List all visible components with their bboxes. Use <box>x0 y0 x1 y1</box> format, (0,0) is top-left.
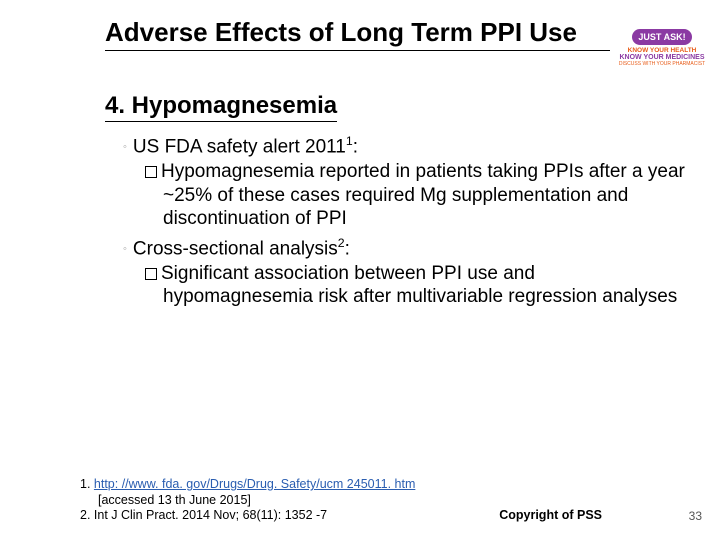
subtitle-wrap: 4. Hypomagnesemia <box>0 78 720 122</box>
diamond-icon: ◦ <box>123 243 127 255</box>
logo-line2: KNOW YOUR MEDICINES <box>619 54 704 61</box>
bullet-2: ◦ Cross-sectional analysis2: <box>123 236 690 260</box>
footer: 1. http: //www. fda. gov/Drugs/Drug. Saf… <box>80 477 702 524</box>
ref-2: 2. Int J Clin Pract. 2014 Nov; 68(11): 1… <box>80 508 702 524</box>
ref-1-link[interactable]: http: //www. fda. gov/Drugs/Drug. Safety… <box>94 477 415 491</box>
bullet-2-sub-text: Significant association between PPI use … <box>161 263 677 307</box>
bullet-1: ◦ US FDA safety alert 20111: <box>123 134 690 158</box>
page-number: 33 <box>689 509 702 524</box>
bullet-2-sub: Significant association between PPI use … <box>145 262 690 308</box>
brand-logo: JUST ASK! KNOW YOUR HEALTH KNOW YOUR MED… <box>618 18 706 78</box>
bullet-1-sub: Hypomagnesemia reported in patients taki… <box>145 160 690 230</box>
logo-line1: KNOW YOUR HEALTH <box>628 47 697 54</box>
logo-line3: DISCUSS WITH YOUR PHARMACIST <box>619 61 705 67</box>
bullet-2-post: : <box>345 238 350 259</box>
bullet-1-pre: US FDA safety alert 2011 <box>133 136 346 157</box>
bullet-2-pre: Cross-sectional analysis <box>133 238 338 259</box>
box-icon <box>145 268 157 280</box>
content-area: ◦ US FDA safety alert 20111: Hypomagnesem… <box>0 122 720 309</box>
ref-1: 1. http: //www. fda. gov/Drugs/Drug. Saf… <box>80 477 702 493</box>
logo-bubble: JUST ASK! <box>632 29 691 45</box>
bullet-1-post: : <box>353 136 358 157</box>
ref-1-num: 1. <box>80 477 94 491</box>
slide-title: Adverse Effects of Long Term PPI Use <box>105 18 610 51</box>
header: Adverse Effects of Long Term PPI Use JUS… <box>0 18 720 78</box>
copyright: Copyright of PSS <box>499 508 602 524</box>
bullet-2-sup: 2 <box>338 236 345 250</box>
slide-subtitle: 4. Hypomagnesemia <box>105 92 337 122</box>
box-icon <box>145 166 157 178</box>
bullet-1-sub-text: Hypomagnesemia reported in patients taki… <box>161 161 685 228</box>
ref-1-tail: [accessed 13 th June 2015] <box>80 493 702 509</box>
diamond-icon: ◦ <box>123 141 127 153</box>
bullet-1-sup: 1 <box>346 134 353 148</box>
slide: Adverse Effects of Long Term PPI Use JUS… <box>0 0 720 309</box>
